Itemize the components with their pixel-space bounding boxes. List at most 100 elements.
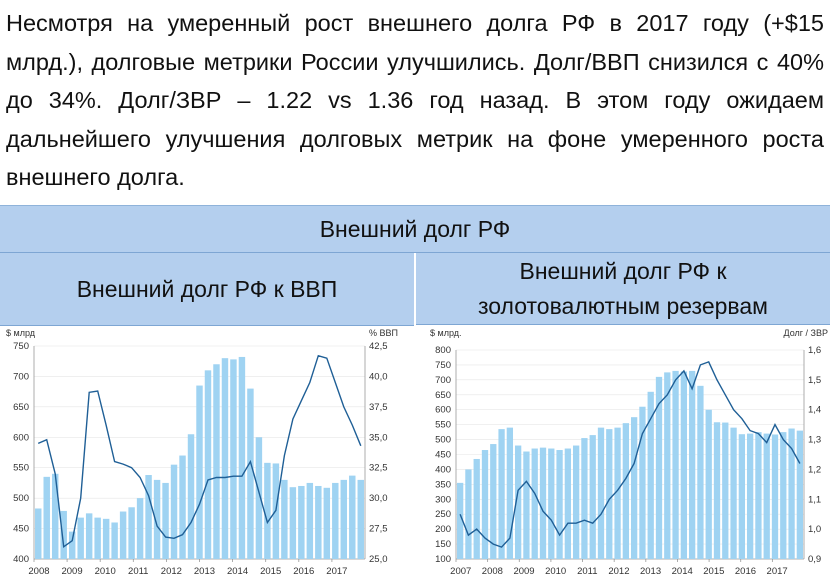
bar <box>349 475 356 559</box>
y2-tick-label: 37,5 <box>369 402 388 413</box>
bar <box>323 487 331 559</box>
x-tick-label: 2009 <box>61 566 82 577</box>
y-tick-label: 600 <box>13 432 29 443</box>
right-axis-title: Долг / ЗВР <box>784 328 828 338</box>
bar <box>298 485 305 559</box>
bar <box>639 406 646 559</box>
bar <box>498 429 505 559</box>
y2-tick-label: 25,0 <box>369 554 388 565</box>
x-tick-label: 2011 <box>128 566 148 577</box>
bar <box>630 417 638 559</box>
bar <box>204 370 212 559</box>
bar <box>581 438 588 559</box>
bar <box>77 517 84 559</box>
bar <box>230 359 237 559</box>
bar <box>60 510 67 559</box>
bar <box>523 451 530 559</box>
x-tick-label: 2012 <box>608 566 629 577</box>
bar <box>306 482 314 559</box>
x-tick-label: 2009 <box>513 566 534 577</box>
bar <box>655 376 663 559</box>
bar <box>556 450 563 559</box>
bar <box>456 482 464 559</box>
x-tick-label: 2016 <box>293 566 314 577</box>
y-tick-label: 450 <box>13 524 29 535</box>
bar <box>43 476 50 559</box>
x-tick-label: 2012 <box>161 566 182 577</box>
bar <box>730 427 737 559</box>
bar <box>506 427 514 559</box>
bar <box>340 479 348 559</box>
x-tick-label: 2010 <box>95 566 116 577</box>
bar <box>722 422 729 559</box>
bar <box>85 513 93 559</box>
bar <box>315 485 322 559</box>
chart-debt-to-reserves: $ млрд. Долг / ЗВР 100 150 200 250 300 350 400 45… <box>430 328 828 577</box>
bar <box>597 427 605 559</box>
y-tick-label: 150 <box>435 539 451 550</box>
y2-tick-label: 1,1 <box>808 494 821 505</box>
chart-debt-to-gdp: $ млрд % ВВП 400 450 500 550 600 650 700 750 25,0 2… <box>6 328 398 577</box>
bar <box>179 455 186 559</box>
x-tick-label: 2017 <box>326 566 347 577</box>
bar <box>281 479 288 559</box>
bar <box>539 447 547 559</box>
x-tick-label: 2013 <box>194 566 215 577</box>
bar <box>589 435 596 559</box>
bar <box>68 531 76 559</box>
ratio-line <box>459 361 801 548</box>
bar <box>162 482 169 559</box>
x-tick-label: 2007 <box>450 566 471 577</box>
bar <box>672 370 679 559</box>
y-tick-label: 500 <box>435 435 451 446</box>
y-tick-label: 700 <box>435 375 451 386</box>
y2-tick-label: 1,2 <box>808 464 821 475</box>
y2-tick-label: 1,0 <box>808 524 821 535</box>
y-tick-label: 100 <box>435 554 451 565</box>
y-tick-label: 400 <box>13 554 29 565</box>
bar <box>614 427 621 559</box>
bar <box>780 432 787 559</box>
bar <box>153 479 161 559</box>
bar <box>697 385 704 559</box>
right-axis-title: % ВВП <box>369 328 398 338</box>
bar <box>145 475 152 559</box>
bar <box>755 432 762 559</box>
bar <box>788 428 795 559</box>
y-tick-label: 400 <box>435 464 451 475</box>
bar <box>264 462 271 559</box>
bar <box>572 445 580 559</box>
panel-divider <box>414 253 416 581</box>
bar <box>35 508 42 559</box>
bar <box>119 511 127 559</box>
x-tick-label: 2016 <box>735 566 756 577</box>
bar <box>564 448 572 559</box>
intro-paragraph: Несмотря на умеренный рост внешнего долг… <box>6 10 824 190</box>
bar <box>514 445 522 559</box>
bar <box>128 507 135 559</box>
bar <box>357 479 364 559</box>
x-tick-label: 2011 <box>577 566 597 577</box>
y-tick-label: 500 <box>13 493 29 504</box>
bar <box>136 498 144 559</box>
bar <box>170 464 178 559</box>
y-tick-label: 700 <box>13 371 29 382</box>
bar <box>606 429 613 559</box>
bar <box>94 517 101 559</box>
left-axis-title: $ млрд. <box>430 328 462 338</box>
bar <box>238 356 246 559</box>
bar <box>531 448 538 559</box>
y-tick-label: 200 <box>435 524 451 535</box>
y-tick-label: 450 <box>435 450 451 461</box>
bar <box>771 434 779 559</box>
bar <box>688 370 696 559</box>
y-tick-label: 300 <box>435 494 451 505</box>
y2-tick-label: 1,4 <box>808 405 821 416</box>
bar <box>713 422 721 559</box>
y-tick-label: 550 <box>435 420 451 431</box>
chart-panel-left: $ млрд % ВВП 400 450 500 550 600 650 700 750 25,0 2… <box>0 326 414 581</box>
bar <box>332 482 339 559</box>
left-axis-title: $ млрд <box>6 328 36 338</box>
bar <box>51 473 59 559</box>
bar <box>255 437 263 559</box>
